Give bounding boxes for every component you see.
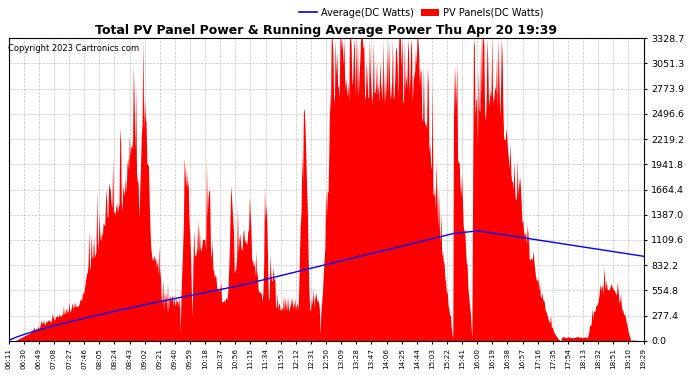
Text: Copyright 2023 Cartronics.com: Copyright 2023 Cartronics.com — [8, 44, 139, 52]
Title: Total PV Panel Power & Running Average Power Thu Apr 20 19:39: Total PV Panel Power & Running Average P… — [95, 24, 557, 37]
Legend: Average(DC Watts), PV Panels(DC Watts): Average(DC Watts), PV Panels(DC Watts) — [295, 4, 547, 21]
